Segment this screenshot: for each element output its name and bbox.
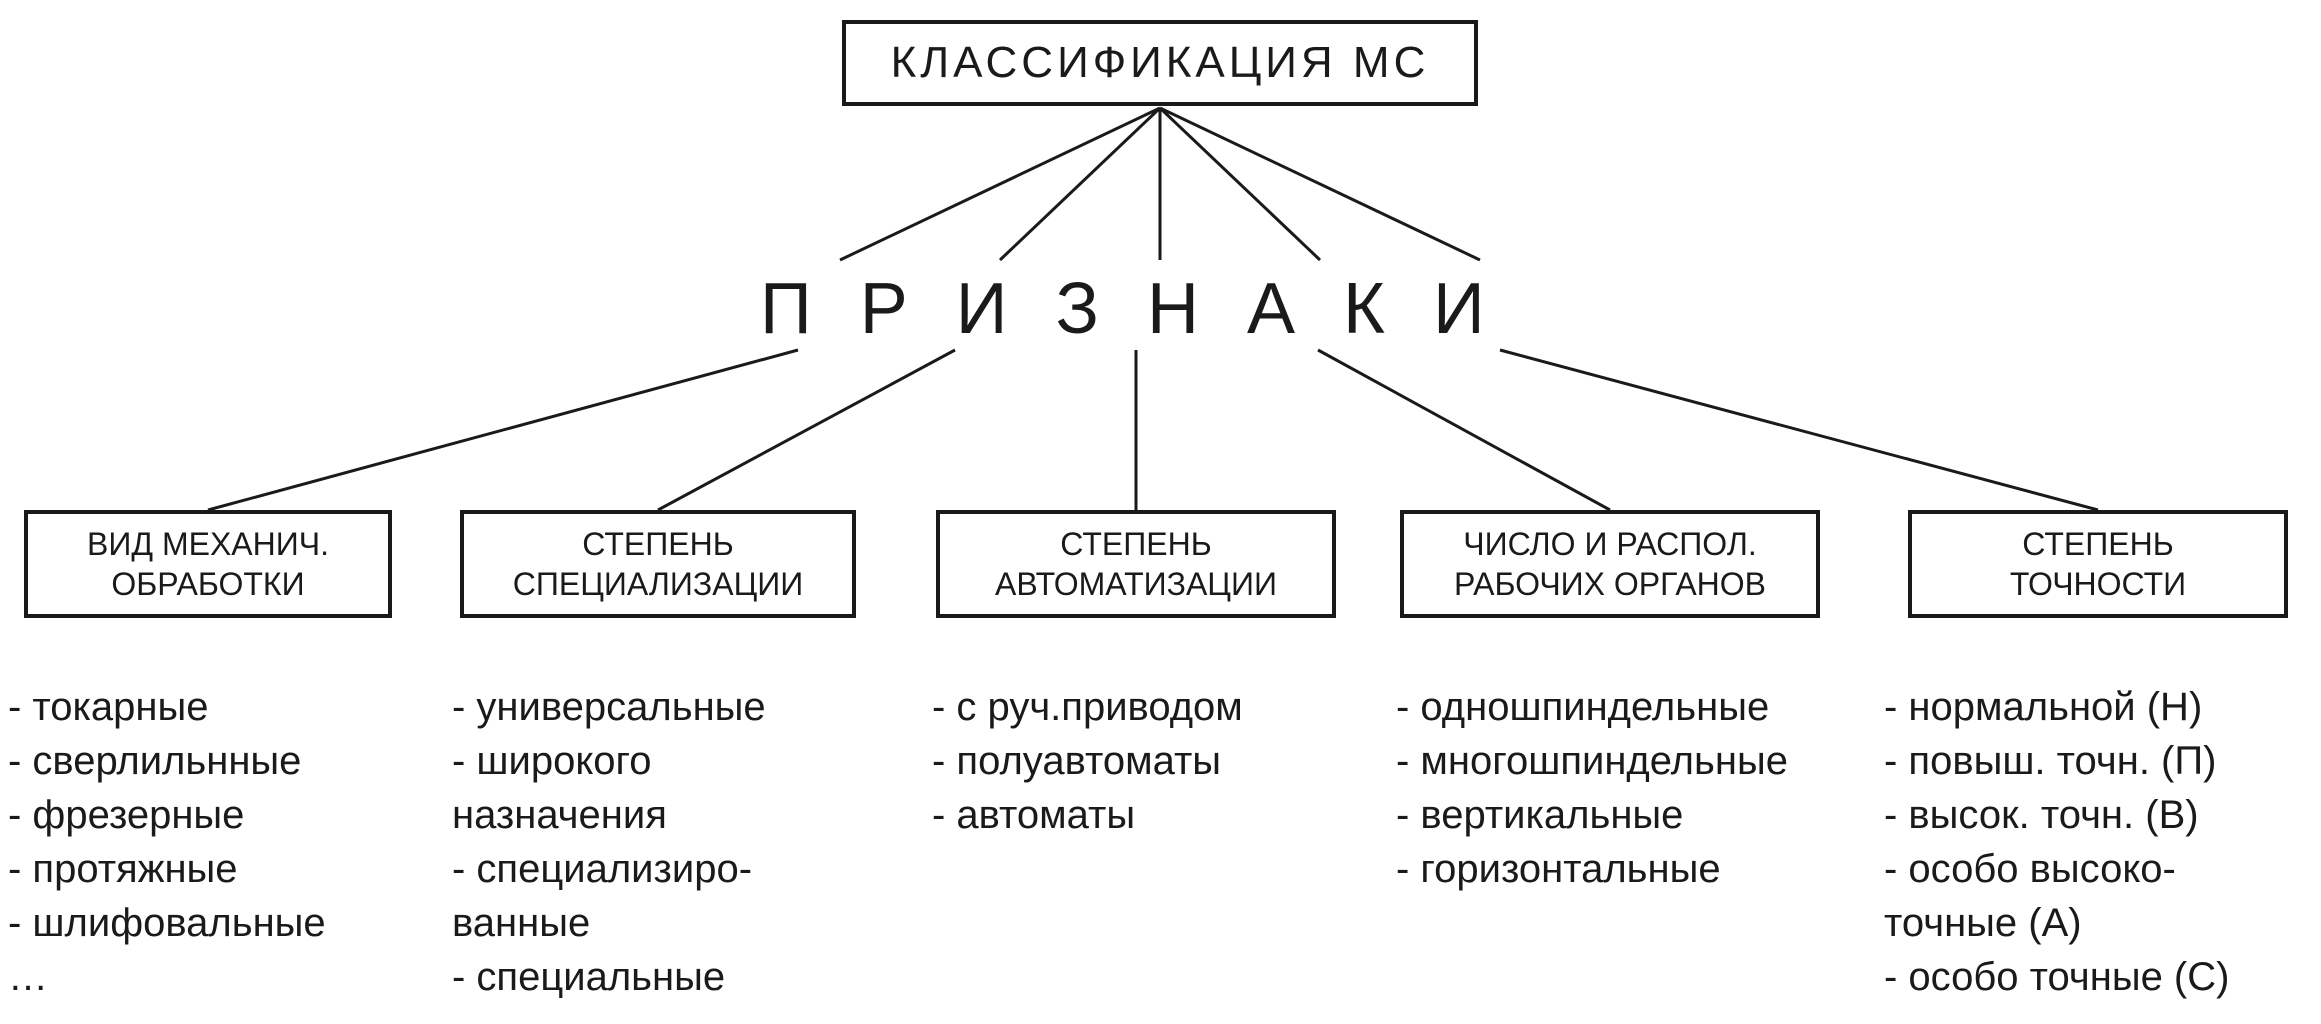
list-item: - особо высоко-	[1884, 842, 2229, 896]
list-item: - сверлильнные	[8, 734, 326, 788]
list-item: назначения	[452, 788, 766, 842]
list-item: - широкого	[452, 734, 766, 788]
list-item: - протяжные	[8, 842, 326, 896]
list-item: - автоматы	[932, 788, 1243, 842]
category-box-c1: ВИД МЕХАНИЧ.ОБРАБОТКИ	[24, 510, 392, 618]
list-item: - особо точные (С)	[1884, 950, 2229, 1004]
list-item: - повыш. точн. (П)	[1884, 734, 2229, 788]
category-heading: ВИД МЕХАНИЧ.ОБРАБОТКИ	[87, 524, 329, 604]
list-item: - универсальные	[452, 680, 766, 734]
category-items-c1: - токарные- сверлильнные- фрезерные- про…	[8, 680, 326, 1004]
category-heading: СТЕПЕНЬТОЧНОСТИ	[2010, 524, 2186, 604]
category-box-c4: ЧИСЛО И РАСПОЛ.РАБОЧИХ ОРГАНОВ	[1400, 510, 1820, 618]
list-item: - специализиро-	[452, 842, 766, 896]
category-items-c3: - с руч.приводом- полуавтоматы- автоматы	[932, 680, 1243, 842]
list-item: - высок. точн. (В)	[1884, 788, 2229, 842]
list-item: точные (А)	[1884, 896, 2229, 950]
category-heading: СТЕПЕНЬСПЕЦИАЛИЗАЦИИ	[513, 524, 804, 604]
list-item: - многошпиндельные	[1396, 734, 1788, 788]
category-items-c2: - универсальные- широкого назначения- сп…	[452, 680, 766, 1004]
list-item: - одношпиндельные	[1396, 680, 1788, 734]
list-item: - шлифовальные	[8, 896, 326, 950]
list-item: - вертикальные	[1396, 788, 1788, 842]
category-box-c2: СТЕПЕНЬСПЕЦИАЛИЗАЦИИ	[460, 510, 856, 618]
list-item: - полуавтоматы	[932, 734, 1243, 788]
list-item: ванные	[452, 896, 766, 950]
category-heading: СТЕПЕНЬАВТОМАТИЗАЦИИ	[995, 524, 1277, 604]
middle-label: ПРИЗНАКИ	[760, 268, 1533, 350]
category-heading: ЧИСЛО И РАСПОЛ.РАБОЧИХ ОРГАНОВ	[1454, 524, 1766, 604]
category-box-c5: СТЕПЕНЬТОЧНОСТИ	[1908, 510, 2288, 618]
category-items-c4: - одношпиндельные- многошпиндельные- вер…	[1396, 680, 1788, 896]
list-item: - специальные	[452, 950, 766, 1004]
category-box-c3: СТЕПЕНЬАВТОМАТИЗАЦИИ	[936, 510, 1336, 618]
category-items-c5: - нормальной (Н)- повыш. точн. (П)- высо…	[1884, 680, 2229, 1004]
list-item: - с руч.приводом	[932, 680, 1243, 734]
list-item: - нормальной (Н)	[1884, 680, 2229, 734]
list-item: …	[8, 950, 326, 1004]
list-item: - горизонтальные	[1396, 842, 1788, 896]
list-item: - токарные	[8, 680, 326, 734]
list-item: - фрезерные	[8, 788, 326, 842]
title-box: КЛАССИФИКАЦИЯ МС	[842, 20, 1478, 106]
